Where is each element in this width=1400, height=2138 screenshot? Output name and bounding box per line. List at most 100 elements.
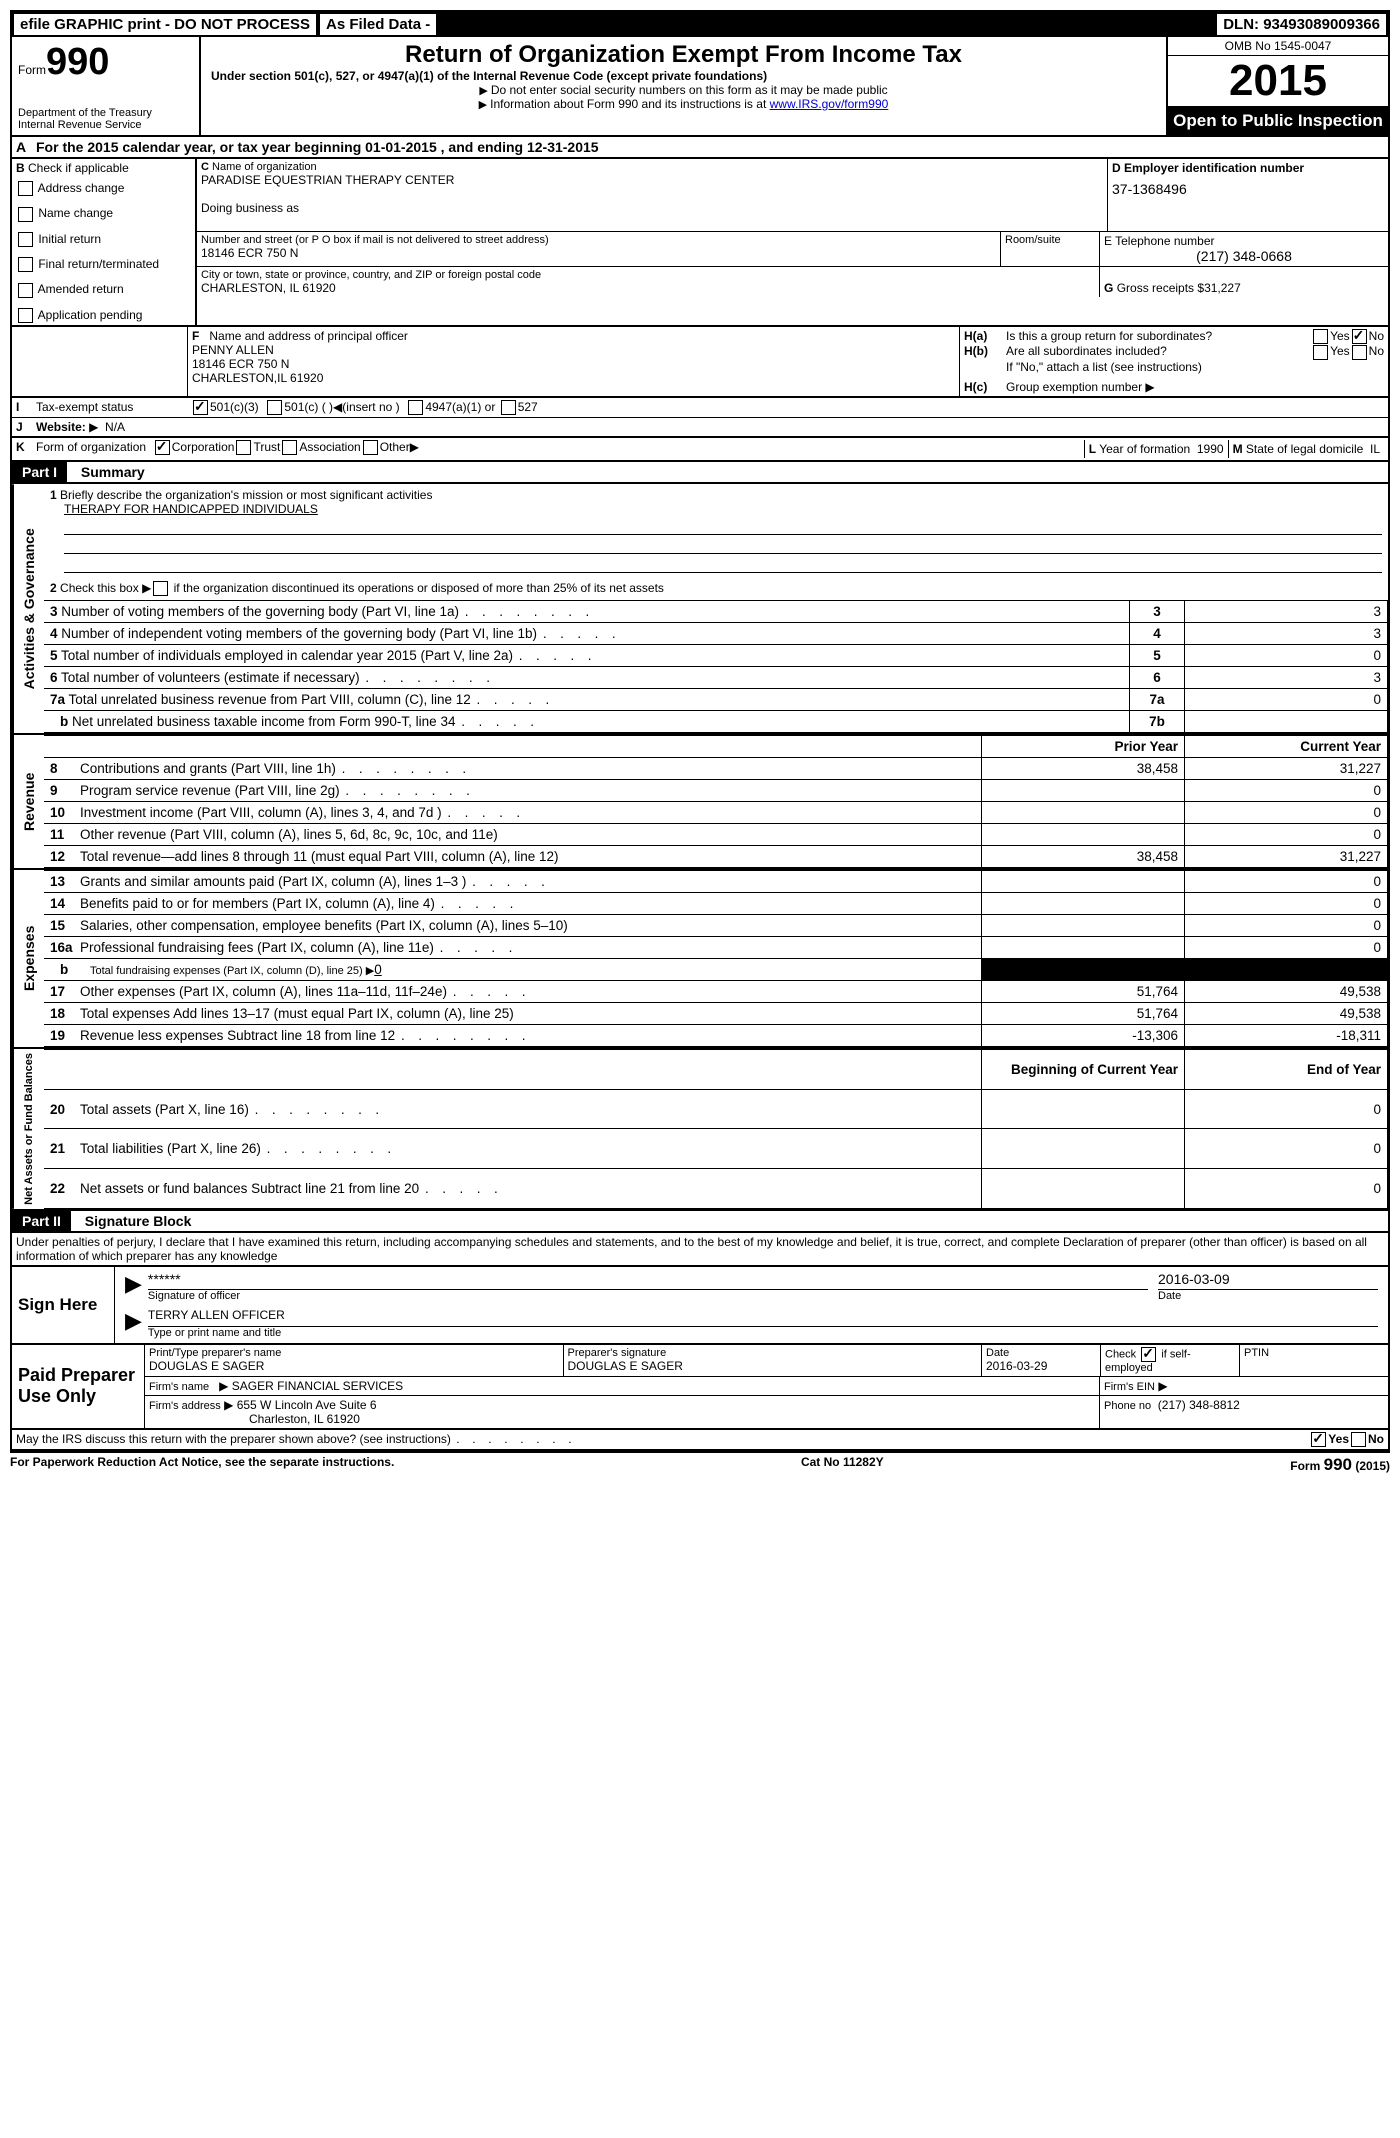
dept-label: Department of the Treasury [18,107,193,119]
note2-line: Information about Form 990 and its instr… [211,97,1156,111]
corp: Corporation [172,440,235,458]
exp-block: Expenses 13Grants and similar amounts pa… [12,870,1388,1049]
prep-date-cell: Date 2016-03-29 [981,1345,1100,1376]
prep-row2: Firm's name ▶ SAGER FINANCIAL SERVICES F… [145,1377,1388,1396]
m-cell: M State of legal domicile IL [1228,440,1384,458]
name-dba-row: C Name of organization PARADISE EQUESTRI… [197,159,1388,232]
trust: Trust [253,440,280,458]
tax-exempt-label: Tax-exempt status [36,400,191,415]
city-label: City or town, state or province, country… [201,269,1095,281]
hb-row: H(b) Are all subordinates included? Yes … [964,344,1384,359]
opt-527: 527 [518,400,538,415]
cal-year-text: For the 2015 calendar year, or tax year … [36,139,599,155]
footer-row: For Paperwork Reduction Act Notice, see … [10,1453,1390,1477]
org-info-block: B Check if applicable Address change Nam… [12,159,1388,327]
if-no: If "No," attach a list (see instructions… [964,360,1384,374]
form-header: Form990 Department of the Treasury Inter… [12,37,1388,137]
cat-no: Cat No 11282Y [801,1455,884,1475]
dba-label: Doing business as [201,201,1103,215]
name-cell: C Name of organization PARADISE EQUESTRI… [197,159,1107,231]
tax-exempt-row: I Tax-exempt status 501(c)(3) 501(c) ( )… [12,398,1388,418]
exp-table: 13Grants and similar amounts paid (Part … [44,870,1388,1047]
irs-label: Internal Revenue Service [18,119,193,131]
gross-val: 31,227 [1204,281,1241,295]
dln-value: 93493089009366 [1263,16,1380,33]
preparer-content: Print/Type preparer's name DOUGLAS E SAG… [144,1345,1388,1428]
ha-label: H(a) [964,329,1006,344]
open-public: Open to Public Inspection [1168,107,1388,135]
form-subtitle: Under section 501(c), 527, or 4947(a)(1)… [211,69,1156,83]
firm-phone-cell: Phone no (217) 348-8812 [1099,1396,1388,1428]
addr-cell: Number and street (or P O box if mail is… [197,232,1000,266]
ha-no: No [1350,329,1384,344]
irs-link[interactable]: www.IRS.gov/form990 [770,97,889,111]
type-name-label: Type or print name and title [148,1327,1378,1339]
paid-prep-label: Paid Preparer Use Only [12,1345,144,1428]
f-cell: F Name and address of principal officer … [187,327,959,396]
line1: 1 Briefly describe the organization's mi… [44,484,1388,577]
sign-here-label: Sign Here [12,1267,114,1343]
city-row: City or town, state or province, country… [197,267,1388,297]
hc-label: H(c) [964,380,1006,394]
form-label: Form990 [18,41,193,84]
e-cell: E Telephone number (217) 348-0668 [1099,232,1388,266]
hb-yes: Yes [1311,344,1350,359]
discuss-text: May the IRS discuss this return with the… [16,1432,574,1447]
insert-no: (insert no ) [342,400,399,415]
sign-block: Sign Here ▶ ****** Signature of officer … [12,1267,1388,1345]
room-label: Room/suite [1000,232,1099,266]
officer-name: PENNY ALLEN [192,343,955,357]
tax-year: 2015 [1168,56,1388,107]
rev-block: Revenue Prior YearCurrent Year 8Contribu… [12,735,1388,870]
opt-4947: 4947(a)(1) or [425,400,495,415]
addr-label: Number and street (or P O box if mail is… [201,234,996,246]
h-cell: H(a) Is this a group return for subordin… [959,327,1388,396]
f-h-block: F Name and address of principal officer … [12,327,1388,398]
ha-row: H(a) Is this a group return for subordin… [964,329,1384,344]
sig-row1: ▶ ****** Signature of officer 2016-03-09… [125,1271,1378,1302]
sig-stars: ****** [148,1271,1148,1290]
officer-title: TERRY ALLEN OFFICER [148,1308,1378,1327]
net-table: Beginning of Current YearEnd of Year 20T… [44,1049,1388,1209]
header-left: Form990 Department of the Treasury Inter… [12,37,201,135]
fund-exp-val: 0 [374,962,382,977]
website-label: Website: [36,420,86,434]
gov-vert-label: Activities & Governance [12,484,44,733]
c-label: C Name of organization [201,161,1103,173]
sig-officer-label: Signature of officer [148,1290,1148,1302]
part1-title: Summary [71,464,145,480]
sig-row2: ▶ TERRY ALLEN OFFICER Type or print name… [125,1308,1378,1339]
address: 18146 ECR 750 N [201,246,996,260]
firm-addr-cell: Firm's address ▶ 655 W Lincoln Ave Suite… [145,1396,1099,1428]
sig-date-label: Date [1158,1290,1378,1302]
form-container: efile GRAPHIC print - DO NOT PROCESS As … [10,10,1390,1453]
check-name: Name change [16,206,191,221]
section-a-row: A For the 2015 calendar year, or tax yea… [12,137,1388,159]
part1-header-row: Part I Summary [12,462,1388,484]
section-b-col: B Check if applicable Address change Nam… [12,159,197,325]
part2-label: Part II [12,1211,71,1231]
e-label: E Telephone number [1104,234,1384,248]
discuss-row: May the IRS discuss this return with the… [12,1430,1388,1451]
line2: 2 Check this box ▶ if the organization d… [44,577,1388,600]
b-label: B Check if applicable [16,161,191,175]
part2-header-row: Part II Signature Block [12,1211,1388,1233]
officer-addr1: 18146 ECR 750 N [192,357,955,371]
prep-sig-cell: Preparer's signature DOUGLAS E SAGER [563,1345,982,1376]
exp-vert-label: Expenses [12,870,44,1047]
gov-block-wrap: Activities & Governance 1 Briefly descri… [12,484,1388,735]
other: Other [380,440,410,458]
firm-ein-cell: Firm's EIN ▶ [1099,1377,1388,1395]
l-cell: L Year of formation 1990 [1084,440,1228,458]
ha-text: Is this a group return for subordinates? [1006,329,1311,344]
rev-table: Prior YearCurrent Year 8Contributions an… [44,735,1388,868]
check-pending: Application pending [16,308,191,323]
form-ref: Form 990 (2015) [1290,1455,1390,1475]
opt-501c: 501(c) ( ) [284,400,333,415]
opt-501c3: 501(c)(3) [210,400,259,415]
city-cell: City or town, state or province, country… [197,267,1099,297]
officer-addr2: CHARLESTON,IL 61920 [192,371,955,385]
ptin-cell: PTIN [1239,1345,1388,1376]
line2-text: Check this box ▶ if the organization dis… [60,581,664,595]
city: CHARLESTON, IL 61920 [201,281,1095,295]
